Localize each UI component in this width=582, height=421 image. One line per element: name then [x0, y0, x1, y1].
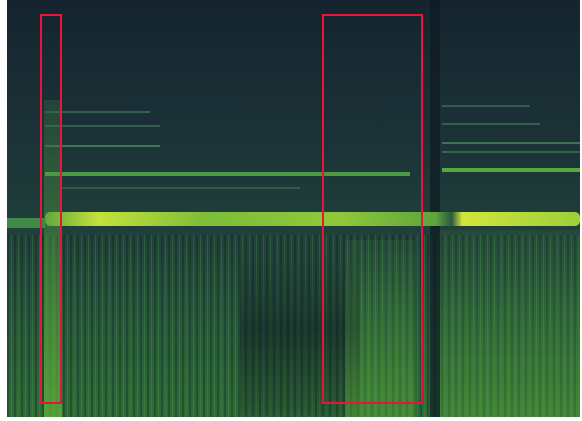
- harmonics: [45, 105, 580, 189]
- fundamental-band-lead: [7, 218, 45, 228]
- selection-box: [322, 14, 423, 404]
- burst: [440, 230, 580, 417]
- burst: [345, 240, 415, 417]
- fundamental-band: [45, 212, 580, 226]
- selection-box: [40, 14, 62, 404]
- onset-burst: [44, 100, 62, 417]
- silent-gap: [430, 0, 440, 417]
- dark-region: [240, 240, 360, 417]
